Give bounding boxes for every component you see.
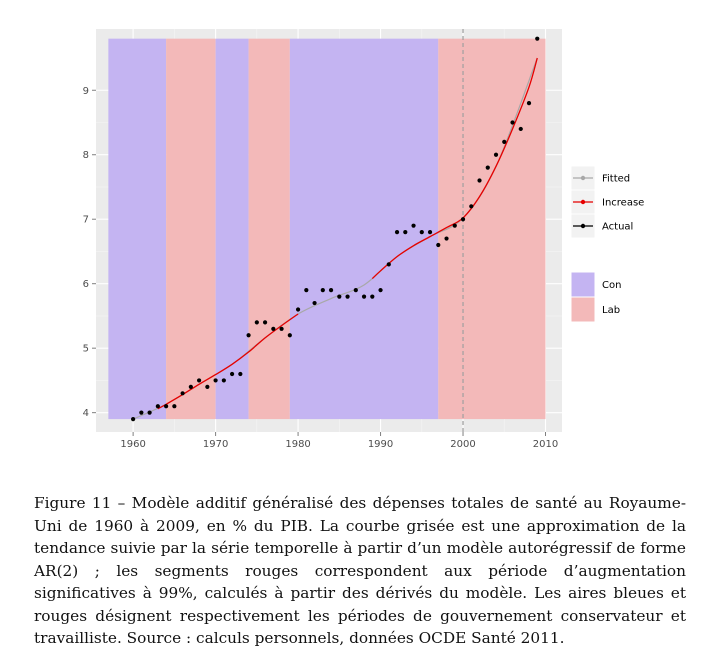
chart: 4 5 6 7 8 9 1960 1970 1980 1990 2000 2010 Fitted Inc… xyxy=(83,29,644,450)
actual-point-1986 xyxy=(345,294,350,299)
actual-point-1984 xyxy=(328,288,334,293)
x-tick-label-1970: 1970 xyxy=(203,439,228,450)
actual-point-1973 xyxy=(238,371,243,377)
period-band-lab-1997 xyxy=(438,38,546,420)
legend-label-con: Con xyxy=(602,280,621,291)
actual-point-1970 xyxy=(213,378,218,383)
actual-point-2000 xyxy=(460,217,466,222)
actual-point-2001 xyxy=(469,204,474,209)
actual-point-1997 xyxy=(436,242,441,248)
y-tick-label-4: 4 xyxy=(83,408,89,419)
actual-points xyxy=(131,36,540,422)
legend-dot-fitted xyxy=(580,175,586,181)
actual-point-1972 xyxy=(229,371,235,377)
legend-dot-increase xyxy=(580,199,586,205)
actual-point-1985 xyxy=(337,294,342,299)
actual-point-2003 xyxy=(485,165,490,170)
actual-point-1995 xyxy=(419,230,424,235)
actual-point-1991 xyxy=(386,262,391,267)
actual-point-1978 xyxy=(279,326,284,331)
actual-point-1965 xyxy=(172,404,177,409)
actual-point-1961 xyxy=(139,410,144,415)
x-tick-label-2000: 2000 xyxy=(450,439,475,450)
period-bands xyxy=(108,38,546,420)
x-tick-label-1980: 1980 xyxy=(285,439,310,450)
y-tick-label-6: 6 xyxy=(83,279,89,290)
legend-label-lab: Lab xyxy=(602,305,620,316)
x-tick-label-2010: 2010 xyxy=(533,439,558,450)
actual-point-1977 xyxy=(271,326,276,331)
increase-segment-1 xyxy=(157,313,299,410)
y-tick-label-9: 9 xyxy=(83,86,89,97)
legend-key-con xyxy=(570,271,596,298)
period-band-con-1957 xyxy=(108,38,167,420)
actual-point-1994 xyxy=(411,223,416,228)
actual-point-1964 xyxy=(164,404,169,409)
actual-point-1999 xyxy=(452,223,457,228)
actual-point-1968 xyxy=(196,378,202,383)
actual-point-1979 xyxy=(287,333,292,338)
actual-point-2005 xyxy=(502,139,507,144)
actual-point-1966 xyxy=(180,391,185,396)
actual-point-2006 xyxy=(510,120,515,125)
actual-point-1988 xyxy=(361,294,367,299)
actual-point-2008 xyxy=(526,101,532,106)
series-lines xyxy=(132,57,538,420)
actual-point-1987 xyxy=(353,288,358,293)
actual-point-1963 xyxy=(155,404,160,409)
actual-point-1983 xyxy=(320,288,325,293)
actual-point-1976 xyxy=(262,320,268,325)
actual-point-1967 xyxy=(188,384,193,389)
actual-point-1981 xyxy=(304,288,309,293)
legend-label-increase: Increase xyxy=(602,198,644,209)
actual-point-2004 xyxy=(493,152,499,157)
actual-point-2002 xyxy=(477,178,482,183)
actual-point-1975 xyxy=(254,320,259,325)
figure-caption: Figure 11 – Modèle additif généralisé de… xyxy=(34,494,686,647)
actual-point-1962 xyxy=(147,410,152,415)
legend-label-actual: Actual xyxy=(602,222,633,233)
actual-point-1992 xyxy=(394,230,400,235)
actual-point-1974 xyxy=(246,333,251,338)
actual-point-1960 xyxy=(131,417,136,422)
legend-key-lab xyxy=(570,296,596,323)
y-tick-label-7: 7 xyxy=(83,215,89,226)
actual-point-1990 xyxy=(378,288,383,293)
actual-point-1996 xyxy=(427,230,433,235)
y-tick-label-8: 8 xyxy=(83,150,89,161)
actual-point-1993 xyxy=(403,230,408,235)
actual-point-1971 xyxy=(221,378,226,383)
period-band-con-1970 xyxy=(215,38,249,420)
actual-point-1982 xyxy=(312,300,317,306)
period-band-lab-1974 xyxy=(248,38,290,420)
period-band-con-1979 xyxy=(289,38,439,420)
actual-point-1980 xyxy=(295,307,301,312)
y-tick-label-5: 5 xyxy=(83,344,89,355)
actual-point-1969 xyxy=(205,384,210,389)
actual-point-2007 xyxy=(518,126,523,132)
actual-point-1989 xyxy=(370,294,375,299)
axes: 4 5 6 7 8 9 1960 1970 1980 1990 2000 2010 xyxy=(83,86,559,450)
increase-segment-2 xyxy=(371,57,538,280)
legend-dot-actual xyxy=(580,223,586,229)
actual-point-1998 xyxy=(444,236,449,241)
legend: Fitted Increase Actual Con Lab xyxy=(570,165,644,323)
period-band-lab-1964 xyxy=(166,38,216,420)
actual-point-2009 xyxy=(535,36,540,41)
x-tick-label-1990: 1990 xyxy=(368,439,393,450)
x-tick-label-1960: 1960 xyxy=(120,439,145,450)
legend-label-fitted: Fitted xyxy=(602,174,630,185)
